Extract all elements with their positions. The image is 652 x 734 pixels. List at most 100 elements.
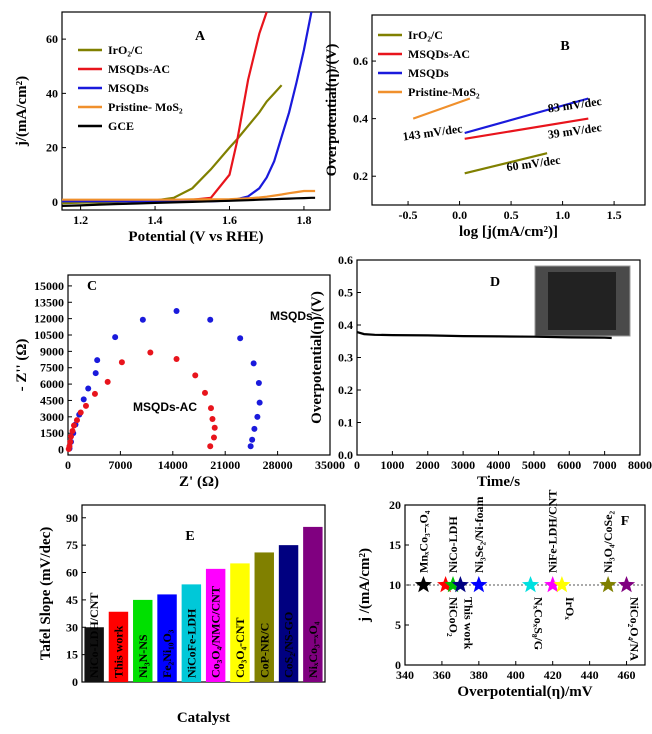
x-tick-label: 1.5	[607, 208, 622, 222]
data-point	[80, 396, 87, 403]
y-tick-label: 60	[46, 32, 58, 46]
point-label: NiFe-LDH/CNT	[546, 490, 560, 573]
y-tick-label: 20	[389, 498, 401, 512]
slope-annotation: 60 mV/dec	[506, 153, 562, 175]
bar	[205, 568, 226, 682]
point-label: MnₓCo₃₋ₓO₄	[416, 510, 430, 573]
y-tick-label: 0.2	[338, 383, 353, 397]
x-tick-label: 0	[354, 458, 360, 472]
bar	[133, 599, 153, 682]
x-tick-label: 440	[581, 668, 599, 682]
x-axis-title: Potential (V vs RHE)	[128, 229, 263, 245]
data-point	[544, 576, 562, 593]
point-label: IrOₓ	[563, 597, 577, 620]
y-axis-title: Tafel Slope (mV/dec)	[38, 527, 54, 661]
y-axis-title: - Z'' (Ω)	[14, 339, 30, 392]
legend-label: MSQDs	[408, 66, 449, 80]
series-line	[464, 152, 548, 175]
y-tick-label: 60	[66, 566, 78, 580]
x-tick-label: 35000	[315, 458, 345, 472]
series-line	[356, 331, 612, 340]
inset-photo-vial	[548, 272, 616, 330]
bar	[84, 627, 104, 682]
data-point	[173, 356, 180, 362]
y-tick-label: 9000	[40, 344, 64, 358]
data-point	[173, 308, 180, 314]
x-tick-label: 380	[470, 668, 488, 682]
x-axis-title: Overpotential(η)/mV	[457, 684, 592, 700]
y-axis-title: Overpotential(η)/(V)	[324, 44, 340, 177]
data-point	[599, 576, 617, 593]
x-tick-label: 420	[544, 668, 562, 682]
panel-label: C	[87, 279, 97, 294]
bar-category-label: NiCoFe-LDH	[184, 608, 198, 678]
x-tick-label: 400	[507, 668, 525, 682]
legend-label: Pristine-MoS₂	[408, 85, 480, 99]
bar-category-label: NiCo-LDH/CNT	[87, 593, 101, 678]
bar	[278, 545, 299, 682]
y-tick-label: 0.6	[353, 54, 368, 68]
data-point	[249, 436, 256, 443]
data-point	[207, 443, 214, 450]
bar-category-label: NiₓCo₃₋ₓO₄	[306, 621, 320, 678]
x-tick-label: 1000	[380, 458, 404, 472]
x-tick-label: 1.6	[222, 213, 237, 227]
y-tick-label: 15	[389, 538, 401, 552]
data-point	[77, 409, 84, 416]
data-point	[69, 428, 76, 434]
point-label: NiCo-LDH	[446, 516, 460, 573]
y-tick-label: 90	[66, 511, 78, 525]
bar-category-label: Co₃O₄/NMC/CNT	[209, 586, 223, 678]
y-tick-label: 0.4	[338, 318, 353, 332]
series-line	[464, 117, 589, 140]
x-tick-label: 0.5	[504, 208, 519, 222]
data-point	[237, 335, 244, 342]
data-point	[470, 576, 488, 593]
legend-label: MSQDs	[108, 81, 149, 95]
x-tick-label: 360	[433, 668, 451, 682]
series-line	[412, 97, 471, 120]
data-point	[209, 416, 216, 422]
x-tick-label: -0.5	[399, 208, 418, 222]
x-tick-label: 8000	[628, 458, 652, 472]
y-tick-label: 13500	[34, 295, 64, 309]
bar-category-label: Ni₃N-NS	[136, 634, 150, 678]
point-label: Ni₃Se₂/Ni-foam	[472, 496, 486, 573]
data-point	[85, 385, 92, 392]
y-tick-label: 45	[66, 593, 78, 607]
legend-label: MSQDs-AC	[408, 47, 470, 61]
y-tick-label: 20	[46, 141, 58, 155]
legend-label: IrO₂/C	[108, 43, 143, 57]
x-tick-label: 21000	[210, 458, 240, 472]
y-tick-label: 0.0	[338, 448, 353, 462]
data-point	[94, 357, 101, 364]
bar-category-label: CoS₂/NS-GO	[282, 612, 296, 678]
data-point	[112, 334, 119, 341]
y-tick-label: 10500	[34, 328, 64, 342]
legend-label: Pristine- MoS₂	[108, 100, 183, 114]
y-tick-label: 6000	[40, 377, 64, 391]
x-tick-label: 1.0	[555, 208, 570, 222]
data-point	[139, 316, 146, 323]
y-tick-label: 5	[395, 618, 401, 632]
x-tick-label: 0.0	[452, 208, 467, 222]
y-tick-label: 1500	[40, 426, 64, 440]
legend-label: MSQDs-AC	[108, 62, 170, 76]
data-point	[251, 425, 258, 432]
data-point	[70, 422, 77, 429]
data-point	[207, 405, 214, 412]
y-tick-label: 3000	[40, 410, 64, 424]
point-label: NiCoO₂	[447, 597, 461, 637]
y-tick-label: 30	[66, 620, 78, 634]
x-tick-label: 6000	[557, 458, 581, 472]
data-point	[104, 378, 111, 385]
y-tick-label: 75	[66, 538, 78, 552]
x-tick-label: 0	[65, 458, 71, 472]
panel-label: B	[560, 39, 569, 54]
legend-label: IrO₂/C	[408, 28, 443, 42]
series-label: MSQDs	[270, 309, 313, 323]
y-axis-title: j /(mA/cm²)	[357, 548, 373, 623]
data-point	[192, 372, 199, 379]
y-tick-label: 10	[389, 578, 401, 592]
